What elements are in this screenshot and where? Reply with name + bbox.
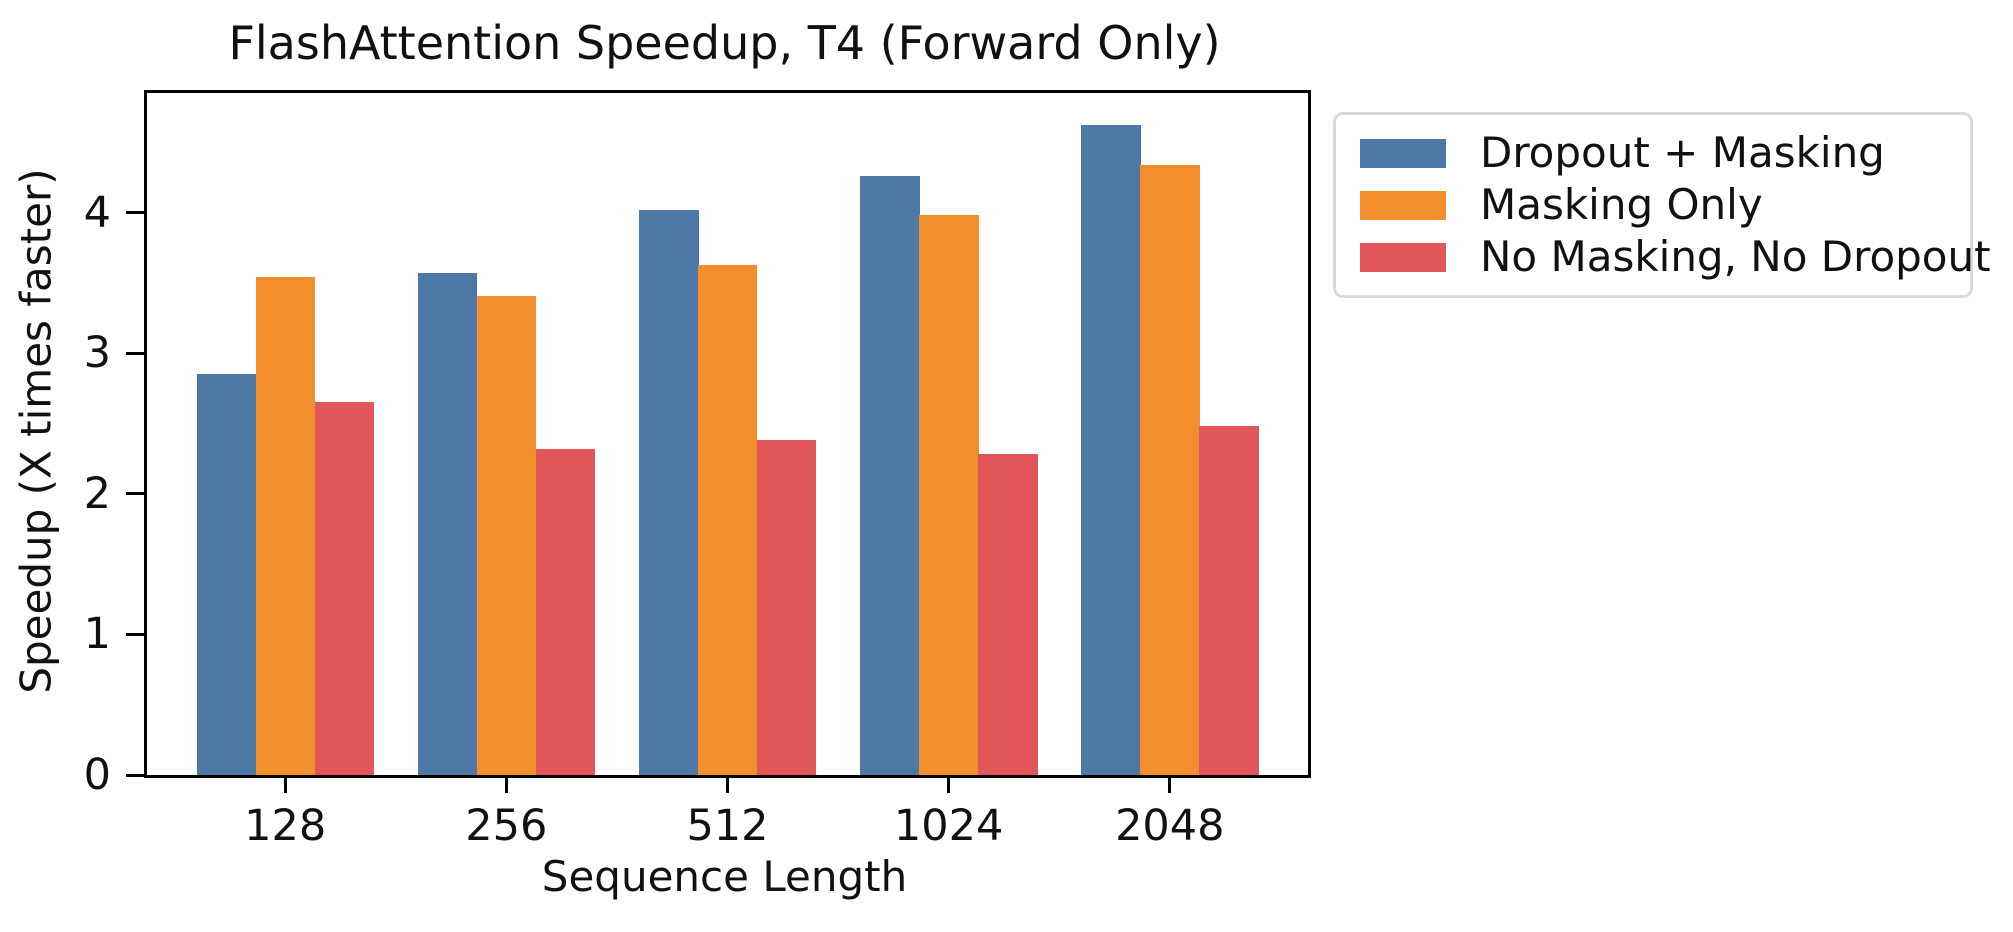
legend-label-0: Dropout + Masking <box>1480 128 1885 177</box>
bar-256-series-1 <box>476 295 537 775</box>
legend-item-1: Masking Only <box>1360 181 1946 229</box>
x-tick-mark <box>947 778 951 793</box>
bar-128-series-1 <box>255 277 316 775</box>
y-tick-mark <box>126 632 144 636</box>
bar-512-series-1 <box>698 264 758 775</box>
legend-label-1: Masking Only <box>1480 180 1763 229</box>
y-tick-mark <box>126 351 144 355</box>
x-tick-mark <box>1168 778 1172 793</box>
x-tick-mark <box>504 778 508 793</box>
legend-swatch-0 <box>1360 138 1446 168</box>
legend-item-0: Dropout + Masking <box>1360 129 1946 177</box>
legend-label-2: No Masking, No Dropout <box>1480 232 1991 281</box>
bar-128-series-2 <box>314 402 375 775</box>
chart-title: FlashAttention Speedup, T4 (Forward Only… <box>228 16 1221 70</box>
legend-item-2: No Masking, No Dropout <box>1360 233 1991 281</box>
x-tick-mark <box>283 778 287 793</box>
bar-128-series-0 <box>196 374 257 775</box>
bar-512-series-2 <box>756 440 817 775</box>
x-axis-label: Sequence Length <box>541 852 908 901</box>
bar-256-series-2 <box>535 448 596 775</box>
y-tick-mark <box>126 492 144 496</box>
y-tick-label: 2 <box>83 468 111 519</box>
y-tick-label: 1 <box>83 609 111 660</box>
x-tick-label: 256 <box>465 801 548 851</box>
x-tick-label: 1024 <box>893 801 1004 851</box>
bar-1024-series-1 <box>919 215 979 775</box>
y-tick-label: 0 <box>83 750 111 800</box>
x-tick-label: 128 <box>244 801 327 851</box>
legend-swatch-2 <box>1360 242 1446 272</box>
x-tick-mark <box>726 778 729 793</box>
bar-1024-series-0 <box>860 175 920 775</box>
bar-256-series-0 <box>417 273 478 775</box>
y-tick-mark <box>126 211 144 215</box>
bar-2048-series-1 <box>1140 164 1200 775</box>
plot-area: 0 1 2 3 4 128 256 512 1024 2048 <box>84 90 1311 851</box>
y-tick-label: 3 <box>83 328 111 379</box>
bar-512-series-0 <box>639 209 699 775</box>
bar-1024-series-2 <box>978 454 1038 775</box>
legend-swatch-1 <box>1360 190 1446 220</box>
bar-2048-series-2 <box>1199 426 1259 775</box>
y-tick-mark <box>126 773 144 777</box>
x-tick-label: 512 <box>686 801 769 851</box>
bar-2048-series-0 <box>1081 125 1141 775</box>
legend: Dropout + Masking Masking Only No Masking,… <box>1333 112 1991 298</box>
y-tick-label: 4 <box>83 187 111 238</box>
x-tick-label: 2048 <box>1115 801 1225 851</box>
